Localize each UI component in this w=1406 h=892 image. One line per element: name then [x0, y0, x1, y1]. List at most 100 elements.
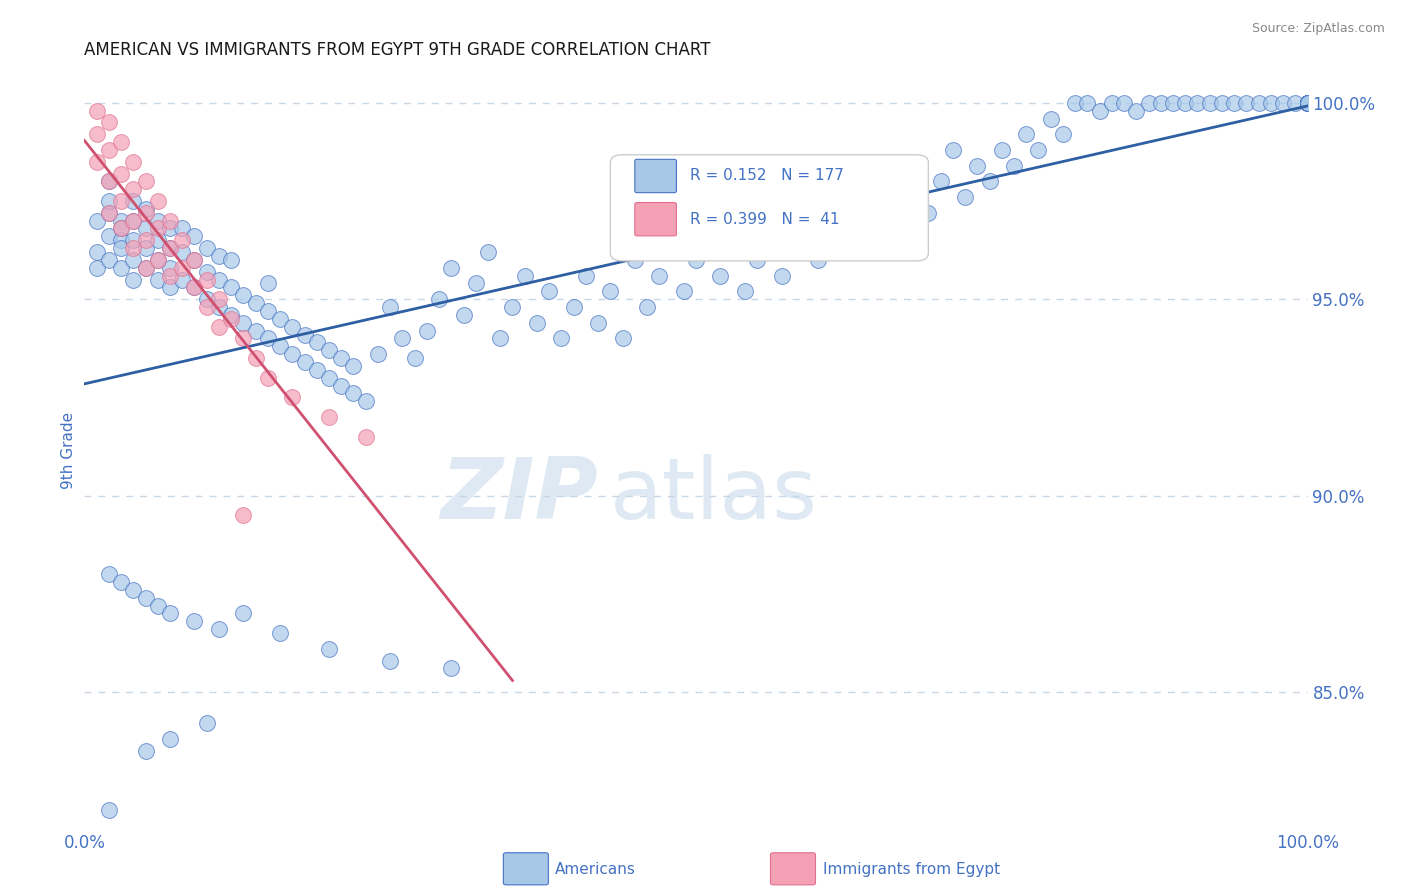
- Point: [820, 221, 842, 235]
- Point: [245, 324, 267, 338]
- Point: [893, 190, 915, 204]
- Point: [110, 233, 132, 247]
- Point: [159, 241, 181, 255]
- Point: [135, 206, 157, 220]
- Point: [844, 237, 866, 252]
- Point: [770, 268, 793, 283]
- Point: [672, 285, 695, 299]
- Point: [86, 213, 108, 227]
- Point: [318, 371, 340, 385]
- Point: [612, 331, 634, 345]
- Point: [269, 339, 291, 353]
- Text: Source: ZipAtlas.com: Source: ZipAtlas.com: [1251, 22, 1385, 36]
- Point: [97, 115, 120, 129]
- Point: [1296, 95, 1319, 110]
- Point: [257, 277, 280, 291]
- Point: [709, 268, 731, 283]
- Point: [1296, 95, 1319, 110]
- Point: [135, 260, 157, 275]
- Point: [122, 252, 145, 267]
- Point: [416, 324, 439, 338]
- Point: [122, 233, 145, 247]
- Point: [734, 285, 756, 299]
- Point: [195, 292, 218, 306]
- Point: [661, 237, 683, 252]
- Point: [758, 221, 780, 235]
- Point: [685, 252, 707, 267]
- Text: R = 0.399   N =  41: R = 0.399 N = 41: [690, 211, 839, 227]
- Point: [1284, 95, 1306, 110]
- Point: [1296, 95, 1319, 110]
- Point: [979, 174, 1001, 188]
- Point: [1296, 95, 1319, 110]
- Point: [146, 252, 169, 267]
- Point: [219, 280, 242, 294]
- Point: [1101, 95, 1123, 110]
- Point: [1296, 95, 1319, 110]
- Point: [342, 359, 364, 373]
- Point: [1174, 95, 1197, 110]
- Point: [281, 391, 304, 405]
- Point: [269, 311, 291, 326]
- Point: [159, 260, 181, 275]
- Text: AMERICAN VS IMMIGRANTS FROM EGYPT 9TH GRADE CORRELATION CHART: AMERICAN VS IMMIGRANTS FROM EGYPT 9TH GR…: [84, 41, 711, 59]
- Point: [281, 347, 304, 361]
- Point: [489, 331, 512, 345]
- Point: [1272, 95, 1295, 110]
- Point: [624, 252, 647, 267]
- Point: [172, 233, 194, 247]
- Point: [513, 268, 536, 283]
- Point: [440, 661, 463, 675]
- Point: [575, 268, 598, 283]
- Point: [195, 272, 218, 286]
- Text: R = 0.152   N = 177: R = 0.152 N = 177: [690, 169, 844, 184]
- Point: [1028, 143, 1050, 157]
- Text: atlas: atlas: [610, 454, 818, 538]
- Point: [404, 351, 426, 366]
- Point: [159, 213, 181, 227]
- Point: [159, 241, 181, 255]
- Point: [146, 233, 169, 247]
- Point: [831, 190, 853, 204]
- Point: [195, 300, 218, 314]
- Point: [1296, 95, 1319, 110]
- Point: [159, 221, 181, 235]
- Point: [135, 202, 157, 216]
- Point: [122, 213, 145, 227]
- Point: [122, 272, 145, 286]
- Point: [172, 272, 194, 286]
- Point: [880, 221, 903, 235]
- Point: [110, 260, 132, 275]
- Point: [97, 803, 120, 817]
- Point: [97, 567, 120, 582]
- Point: [159, 280, 181, 294]
- Point: [208, 292, 231, 306]
- Point: [195, 716, 218, 731]
- Point: [1296, 95, 1319, 110]
- Point: [183, 252, 205, 267]
- Point: [966, 159, 988, 173]
- Point: [110, 241, 132, 255]
- Point: [183, 615, 205, 629]
- Point: [1076, 95, 1098, 110]
- Point: [135, 591, 157, 605]
- Point: [1161, 95, 1184, 110]
- FancyBboxPatch shape: [636, 160, 676, 193]
- Point: [697, 221, 720, 235]
- Point: [318, 343, 340, 358]
- Point: [794, 206, 817, 220]
- Point: [159, 607, 181, 621]
- Point: [183, 252, 205, 267]
- Point: [318, 641, 340, 656]
- Point: [97, 206, 120, 220]
- Text: Immigrants from Egypt: Immigrants from Egypt: [823, 863, 1000, 877]
- Point: [464, 277, 486, 291]
- Point: [219, 252, 242, 267]
- Point: [97, 194, 120, 208]
- Point: [1015, 127, 1038, 141]
- Point: [586, 316, 609, 330]
- Point: [97, 174, 120, 188]
- Point: [1296, 95, 1319, 110]
- Point: [783, 237, 806, 252]
- Point: [905, 159, 928, 173]
